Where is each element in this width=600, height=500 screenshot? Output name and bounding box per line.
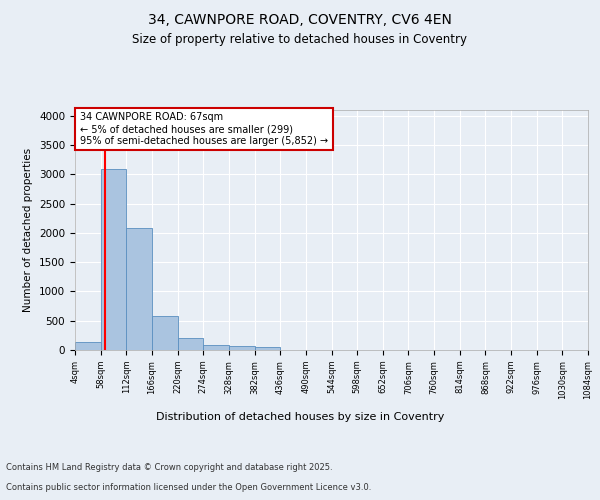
- Text: Distribution of detached houses by size in Coventry: Distribution of detached houses by size …: [156, 412, 444, 422]
- Y-axis label: Number of detached properties: Number of detached properties: [23, 148, 34, 312]
- Text: 34, CAWNPORE ROAD, COVENTRY, CV6 4EN: 34, CAWNPORE ROAD, COVENTRY, CV6 4EN: [148, 12, 452, 26]
- Text: 34 CAWNPORE ROAD: 67sqm
← 5% of detached houses are smaller (299)
95% of semi-de: 34 CAWNPORE ROAD: 67sqm ← 5% of detached…: [80, 112, 328, 146]
- Bar: [75, 342, 101, 350]
- Bar: [254, 347, 280, 350]
- Bar: [178, 338, 203, 350]
- Text: Contains public sector information licensed under the Open Government Licence v3: Contains public sector information licen…: [6, 484, 371, 492]
- Bar: [203, 346, 229, 350]
- Text: Size of property relative to detached houses in Coventry: Size of property relative to detached ho…: [133, 32, 467, 46]
- Bar: [152, 316, 178, 350]
- Bar: [101, 168, 127, 350]
- Bar: [229, 346, 254, 350]
- Bar: [127, 228, 152, 350]
- Text: Contains HM Land Registry data © Crown copyright and database right 2025.: Contains HM Land Registry data © Crown c…: [6, 464, 332, 472]
